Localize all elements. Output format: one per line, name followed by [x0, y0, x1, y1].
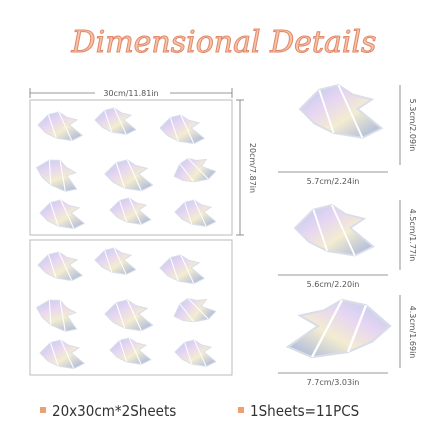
bird-width-label: 7.7cm/3.03in: [307, 378, 360, 387]
sheets: [29, 99, 233, 376]
sheet-height-dimension: 20cm/7.87in: [236, 99, 257, 236]
bullet: [40, 407, 46, 413]
bird-3: 7.7cm/3.03in 4.3cm/1.69in: [278, 295, 417, 387]
footer-count: 1Sheets=11PCS: [250, 402, 359, 420]
bird-height-label: 4.5cm/1.77in: [408, 209, 417, 262]
bird-2: 5.6cm/2.20in 4.5cm/1.77in: [278, 200, 417, 289]
sheet-width-dimension: 30cm/11.81in: [29, 88, 233, 98]
title: Dimensional Details: [71, 25, 377, 60]
bird-height-label: 4.3cm/1.69in: [408, 306, 417, 359]
bird-height-label: 5.3cm/2.09in: [408, 99, 417, 152]
sheet-width-label: 30cm/11.81in: [103, 89, 158, 98]
footer-size: 20x30cm*2Sheets: [52, 402, 176, 420]
sheet-height-label: 20cm/7.87in: [248, 143, 257, 193]
bird-1: 5.7cm/2.24in 5.3cm/2.09in: [278, 84, 417, 186]
bird-width-label: 5.6cm/2.20in: [307, 280, 360, 289]
bullet: [238, 407, 244, 413]
bird-width-label: 5.7cm/2.24in: [307, 177, 360, 186]
